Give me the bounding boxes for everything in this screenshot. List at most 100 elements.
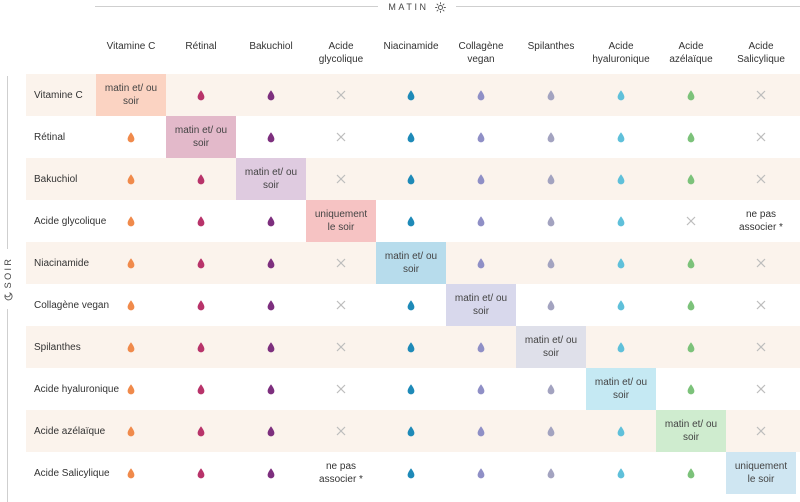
drop-icon (687, 173, 695, 184)
drop-icon (127, 383, 135, 394)
note-text: ne pas associer * (319, 461, 363, 485)
compatible-cell (656, 242, 726, 284)
drop-icon (267, 131, 275, 142)
compatible-cell (446, 158, 516, 200)
compatible-cell (446, 368, 516, 410)
compatible-cell (656, 116, 726, 158)
incompatible-cell (726, 242, 796, 284)
cross-icon (756, 174, 766, 184)
compatible-cell (236, 284, 306, 326)
column-header-salicylique: Acide Salicylique (737, 41, 785, 65)
compatible-cell (516, 452, 586, 494)
compatible-cell (376, 452, 446, 494)
drop-icon (407, 131, 415, 142)
drop-icon (127, 425, 135, 436)
compatible-cell (376, 116, 446, 158)
note-cell: ne pas associer * (306, 452, 376, 494)
row-label: Acide azélaïque (34, 425, 106, 437)
drop-icon (477, 257, 485, 268)
compatible-cell (166, 74, 236, 116)
sun-icon (434, 1, 446, 13)
drop-icon (267, 89, 275, 100)
drop-icon (197, 425, 205, 436)
compatible-cell (586, 74, 656, 116)
drop-icon (127, 467, 135, 478)
drop-icon (617, 425, 625, 436)
note-cell: ne pas associer * (726, 200, 796, 242)
drop-icon (407, 341, 415, 352)
compatible-cell (96, 242, 166, 284)
drop-icon (617, 467, 625, 478)
compatible-cell (236, 452, 306, 494)
incompatible-cell (306, 242, 376, 284)
drop-icon (547, 215, 555, 226)
drop-icon (477, 173, 485, 184)
compatible-cell (656, 158, 726, 200)
compatible-cell (96, 368, 166, 410)
compatible-cell (446, 116, 516, 158)
drop-icon (687, 341, 695, 352)
compatible-cell (656, 368, 726, 410)
drop-icon (687, 257, 695, 268)
cross-icon (756, 258, 766, 268)
cross-icon (756, 384, 766, 394)
self-cell-text: matin et/ ou soir (664, 419, 718, 443)
drop-icon (267, 383, 275, 394)
self-cell-text: matin et/ ou soir (594, 377, 648, 401)
compatible-cell (446, 326, 516, 368)
compatible-cell (236, 200, 306, 242)
table-row: Rétinal matin et/ ou soir (26, 116, 800, 158)
incompatible-cell (726, 368, 796, 410)
drop-icon (197, 173, 205, 184)
drop-icon (617, 173, 625, 184)
compatible-cell (446, 410, 516, 452)
compatible-cell (166, 200, 236, 242)
compatible-cell (586, 242, 656, 284)
compatible-cell (236, 326, 306, 368)
incompatible-cell (726, 116, 796, 158)
compatible-cell (96, 452, 166, 494)
cross-icon (336, 300, 346, 310)
cross-icon (756, 132, 766, 142)
cross-icon (756, 342, 766, 352)
drop-icon (197, 215, 205, 226)
drop-icon (407, 89, 415, 100)
compatible-cell (376, 74, 446, 116)
compatible-cell (446, 200, 516, 242)
self-cell-text: uniquement le soir (314, 209, 368, 233)
drop-icon (547, 425, 555, 436)
compatible-cell (516, 410, 586, 452)
self-cell: matin et/ ou soir (656, 410, 726, 452)
row-label: Acide hyaluronique (34, 383, 120, 395)
column-header-azelaique: Acide azélaïque (669, 41, 713, 65)
drop-icon (407, 215, 415, 226)
table-row: Niacinamide matin et/ ou soir (26, 242, 800, 284)
cross-icon (336, 426, 346, 436)
incompatible-cell (306, 116, 376, 158)
incompatible-cell (726, 284, 796, 326)
matin-label: MATIN (388, 2, 429, 12)
row-label: Acide Salicylique (34, 467, 110, 479)
column-header-bakuchiol: Bakuchiol (249, 41, 293, 52)
table-row: Spilanthes matin et/ ou soir (26, 326, 800, 368)
drop-icon (127, 341, 135, 352)
self-cell-text: matin et/ ou soir (174, 125, 228, 149)
drop-icon (127, 173, 135, 184)
compatible-cell (446, 452, 516, 494)
compatible-cell (236, 74, 306, 116)
drop-icon (687, 131, 695, 142)
self-cell: matin et/ ou soir (166, 116, 236, 158)
drop-icon (547, 299, 555, 310)
self-cell: matin et/ ou soir (516, 326, 586, 368)
cross-icon (756, 300, 766, 310)
compatible-cell (586, 326, 656, 368)
soir-header: SOIR (1, 249, 15, 309)
compatible-cell (586, 158, 656, 200)
row-label: Niacinamide (34, 257, 90, 269)
compatible-cell (166, 410, 236, 452)
drop-icon (617, 215, 625, 226)
self-cell: uniquement le soir (726, 452, 796, 494)
drop-icon (267, 299, 275, 310)
self-cell: uniquement le soir (306, 200, 376, 242)
drop-icon (687, 383, 695, 394)
